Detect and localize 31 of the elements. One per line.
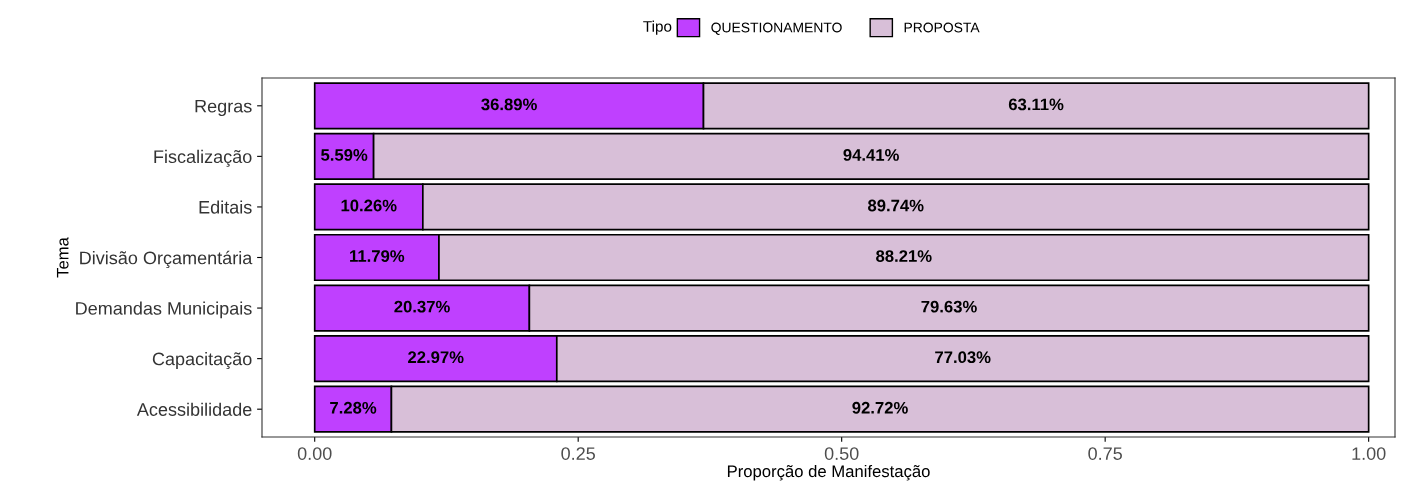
y-tick-label: Fiscalização xyxy=(154,149,252,167)
legend-title: Tipo xyxy=(643,20,672,35)
data-label: 89.74% xyxy=(868,199,924,212)
y-axis-title: Tema xyxy=(56,237,69,278)
data-label: 5.59% xyxy=(321,149,368,161)
legend-label: QUESTIONAMENTO xyxy=(711,22,842,35)
y-tick-label: Editais xyxy=(199,200,252,214)
data-label: 22.97% xyxy=(408,351,464,364)
data-label: 94.41% xyxy=(843,149,899,161)
data-label: 92.72% xyxy=(852,401,908,414)
y-tick-label: Regras xyxy=(195,99,252,117)
x-tick-label: 0.75 xyxy=(1088,447,1122,460)
x-tick-label: 1.00 xyxy=(1352,447,1386,460)
data-label: 10.26% xyxy=(341,199,397,212)
data-label: 36.89% xyxy=(481,98,537,111)
data-label: 79.63% xyxy=(921,300,977,313)
x-tick-label: 0.50 xyxy=(824,447,859,460)
data-label: 11.79% xyxy=(350,250,405,262)
data-label: 20.37% xyxy=(394,300,450,313)
y-tick-label: Demandas Municipais xyxy=(76,301,252,319)
data-label: 88.21% xyxy=(876,250,932,262)
x-tick-label: 0.00 xyxy=(297,447,332,460)
y-tick-label: Capacitação xyxy=(152,352,252,369)
data-label: 7.28% xyxy=(330,401,377,414)
y-tick-label: Divisão Orçamentária xyxy=(80,250,253,268)
y-tick-label: Acessibilidade xyxy=(136,402,252,416)
legend-label: PROPOSTA xyxy=(904,22,980,33)
x-axis-title: Proporção de Manifestação xyxy=(727,464,930,481)
x-tick-label: 0.25 xyxy=(561,447,595,460)
data-label: 77.03% xyxy=(935,351,991,364)
data-label: 63.11% xyxy=(1008,98,1064,111)
